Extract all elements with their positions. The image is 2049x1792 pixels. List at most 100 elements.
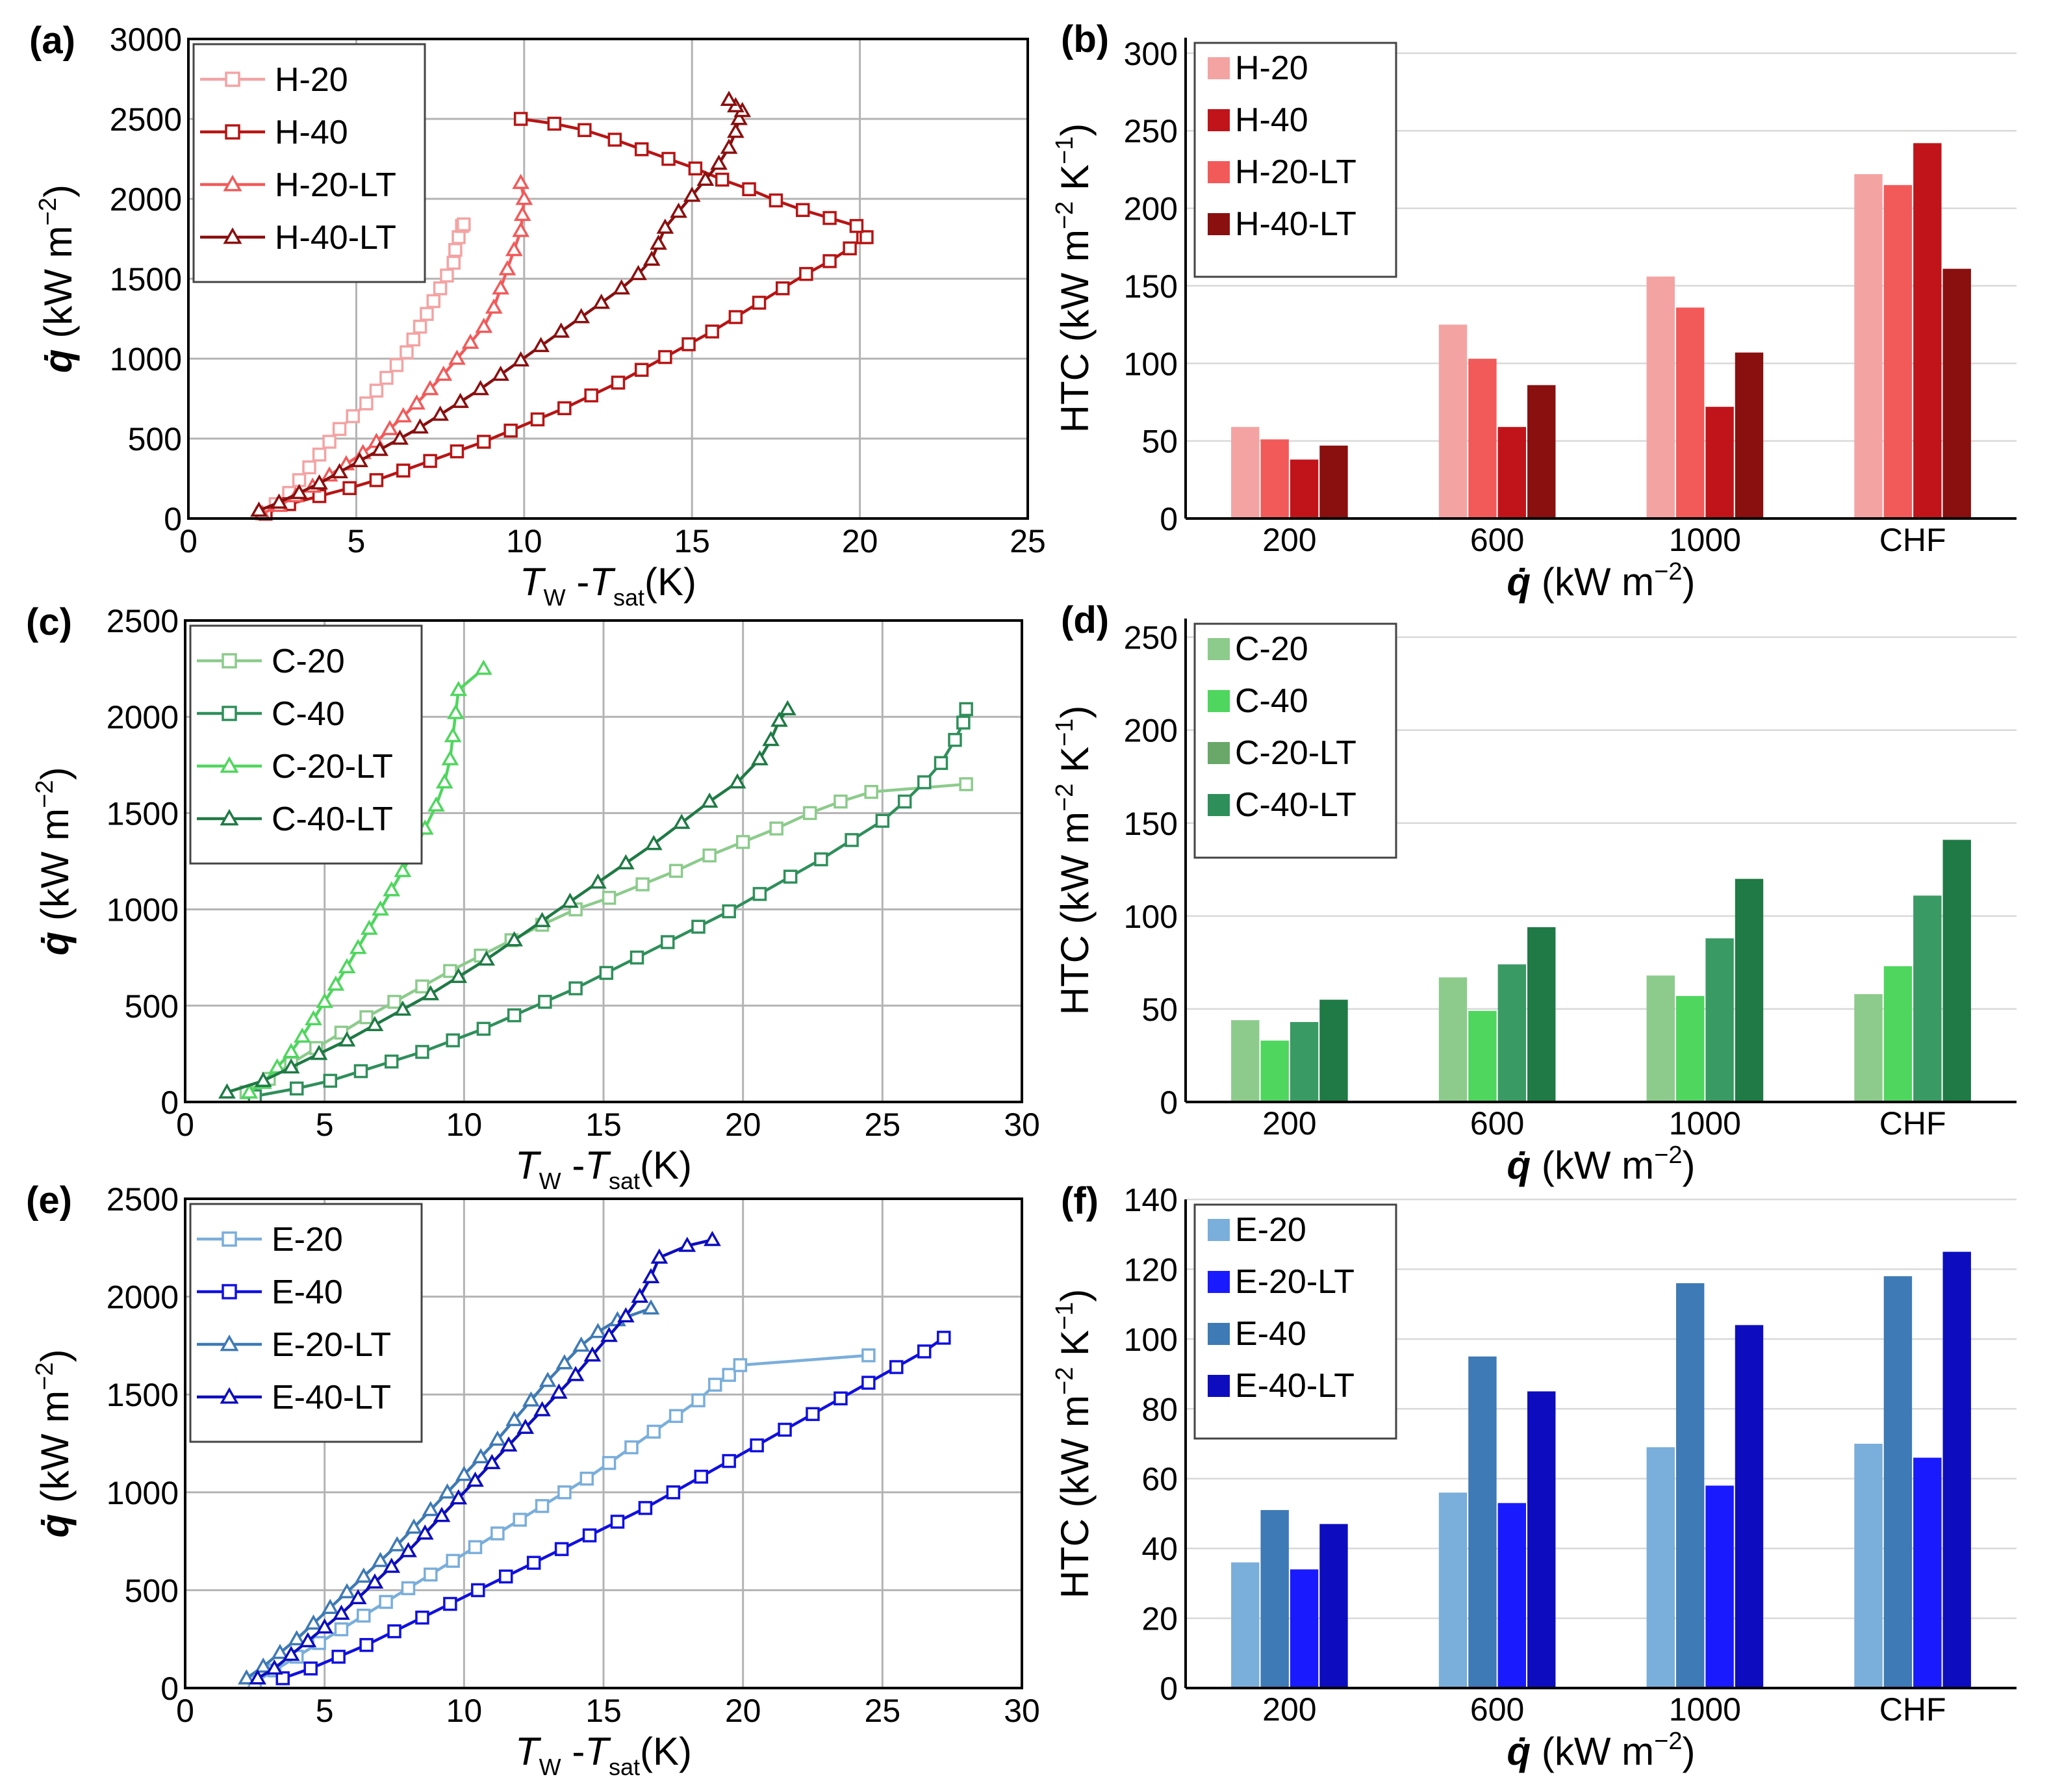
data-point-square [934, 756, 948, 771]
data-point-triangle [305, 1010, 322, 1026]
bar-H-40-CHF [1883, 185, 1913, 519]
data-point-triangle [416, 1524, 434, 1540]
data-point-triangle [220, 808, 239, 826]
legend-swatch-E-20-LT [1208, 1271, 1230, 1293]
data-point-triangle [466, 1471, 484, 1487]
series-H-40-LT [250, 90, 752, 517]
q-dot-symbol: q̇ [36, 349, 80, 373]
data-point-triangle [331, 463, 348, 479]
data-point-square [443, 964, 457, 979]
data-point-triangle [730, 110, 748, 125]
y-axis-label-a: q̇ (kW m−2) [34, 185, 80, 373]
data-point-square [694, 1469, 709, 1484]
axis-label-part: ) [1682, 1730, 1695, 1773]
panel-label-f: (f) [1061, 1180, 1099, 1222]
data-point-triangle [720, 90, 738, 106]
data-point-triangle [505, 240, 523, 257]
data-point-square [728, 310, 743, 324]
data-point-square [334, 1622, 349, 1637]
data-point-triangle [421, 379, 439, 396]
x-axis-label-part: (K) [644, 560, 696, 604]
axis-label-part: K [1053, 164, 1097, 201]
x-axis-label-part: (K) [640, 1144, 692, 1187]
axis-label-part: ) [1053, 123, 1097, 136]
x-tick-label: 5 [316, 1693, 334, 1729]
x-tick-label: 15 [585, 1693, 622, 1729]
legend-label-E-20: E-20 [1235, 1211, 1306, 1249]
data-point-square [415, 1610, 429, 1625]
axis-label-sup: −2 [1051, 201, 1078, 229]
data-point-triangle [288, 1630, 306, 1646]
data-point-triangle [720, 138, 738, 154]
data-point-triangle [600, 1326, 618, 1342]
y-tick-label: 1000 [110, 341, 182, 378]
data-point-triangle [512, 222, 529, 237]
bar-C-20-1000 [1646, 975, 1675, 1102]
data-point-square [845, 833, 859, 847]
data-point-triangle [218, 1083, 236, 1099]
data-point-triangle [422, 985, 440, 1001]
x-tick-label: 1000 [1669, 522, 1741, 558]
panel-label-e: (e) [26, 1179, 72, 1222]
data-point-square [681, 337, 696, 352]
data-point-triangle [355, 1567, 373, 1583]
bar-H-40-LT-1000 [1735, 352, 1764, 518]
axis-label-part: ) [36, 185, 80, 198]
q-dot-symbol: q̇ [33, 1514, 77, 1538]
data-point-square [415, 979, 429, 993]
data-point-triangle [678, 1236, 696, 1252]
x-tick-label: 20 [725, 1107, 761, 1143]
y-tick-label: 2500 [107, 1181, 179, 1218]
data-point-triangle [656, 218, 674, 234]
data-point-triangle [441, 750, 459, 765]
data-point-triangle [516, 1418, 535, 1434]
series-E-20-LT [238, 1299, 660, 1685]
data-point-square [778, 1422, 792, 1437]
y-tick-label: 150 [1124, 268, 1178, 305]
data-point-triangle [372, 1552, 389, 1567]
data-point-square [917, 775, 932, 789]
data-point-square [602, 891, 617, 905]
y-tick-label: 1500 [110, 261, 182, 298]
data-point-triangle [617, 854, 635, 869]
data-point-triangle [513, 205, 531, 222]
series-line-E-40-LT [257, 1238, 713, 1680]
x-axis-label-sub: W [539, 1754, 561, 1780]
data-point-triangle [572, 308, 591, 324]
legend-label-E-40: E-40 [1235, 1315, 1306, 1353]
axis-label-part: ) [1053, 1289, 1097, 1302]
x-axis-label-c: TW -Tsat(K) [515, 1144, 692, 1194]
data-point-square [722, 1368, 736, 1382]
data-point-square [312, 447, 327, 462]
data-point-square [864, 785, 878, 799]
data-point-square [476, 1021, 491, 1036]
data-point-square [859, 230, 874, 244]
data-point-triangle [383, 881, 401, 897]
data-point-triangle [550, 1383, 568, 1399]
bar-H-40-LT-CHF [1942, 268, 1971, 518]
bar-E-40-200 [1290, 1569, 1319, 1688]
data-point-triangle [268, 1058, 286, 1074]
axis-label-sup: −1 [1051, 136, 1078, 164]
legend-label-C-20: C-20 [1235, 630, 1308, 668]
data-point-triangle [492, 365, 509, 381]
x-tick-label: 25 [1010, 523, 1046, 559]
data-point-square [322, 435, 337, 449]
data-point-square [222, 653, 237, 669]
data-point-triangle [383, 1557, 401, 1573]
bar-E-20-600 [1438, 1492, 1468, 1688]
data-point-triangle [572, 1337, 591, 1352]
data-point-square [661, 151, 676, 166]
x-tick-label: 5 [316, 1107, 334, 1143]
data-point-square [843, 241, 857, 256]
data-point-square [599, 966, 614, 980]
data-point-square [225, 71, 240, 87]
bar-C-20-LT-1000 [1705, 938, 1734, 1102]
data-point-triangle [539, 1372, 557, 1387]
data-point-triangle [448, 350, 466, 365]
data-point-square [526, 1555, 541, 1570]
y-tick-label: 3000 [110, 21, 182, 58]
data-point-square [222, 706, 237, 721]
x-tick-label: 25 [865, 1693, 901, 1729]
data-point-triangle [455, 1465, 473, 1481]
